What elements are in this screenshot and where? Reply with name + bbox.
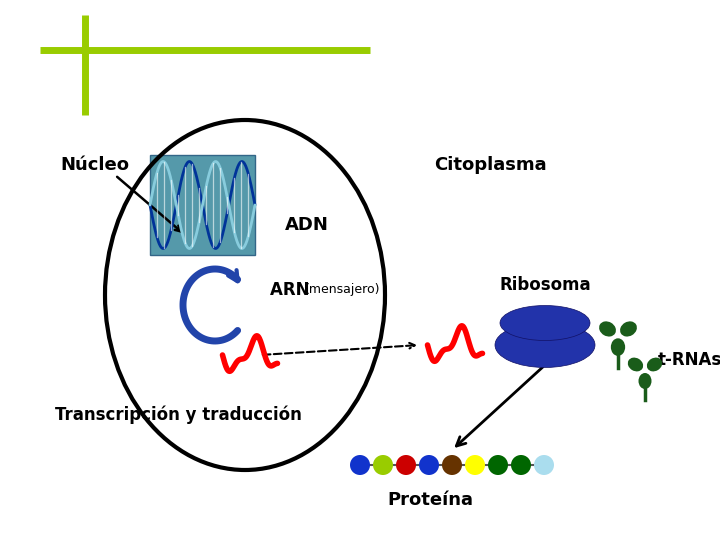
Ellipse shape xyxy=(500,306,590,341)
Ellipse shape xyxy=(620,321,637,336)
Text: ADN: ADN xyxy=(285,216,329,234)
Text: Citoplasma: Citoplasma xyxy=(433,156,546,174)
Ellipse shape xyxy=(639,373,652,389)
Circle shape xyxy=(396,455,416,475)
Ellipse shape xyxy=(628,357,643,372)
Circle shape xyxy=(350,455,370,475)
Circle shape xyxy=(419,455,439,475)
Text: t-RNAs: t-RNAs xyxy=(658,351,720,369)
Ellipse shape xyxy=(599,321,616,336)
Ellipse shape xyxy=(611,338,625,356)
Text: Transcripción y traducción: Transcripción y traducción xyxy=(55,406,302,424)
Ellipse shape xyxy=(647,357,662,372)
Circle shape xyxy=(534,455,554,475)
Bar xyxy=(150,155,255,255)
Circle shape xyxy=(442,455,462,475)
Circle shape xyxy=(511,455,531,475)
Circle shape xyxy=(465,455,485,475)
Circle shape xyxy=(488,455,508,475)
Circle shape xyxy=(373,455,393,475)
Text: Proteína: Proteína xyxy=(387,491,473,509)
Ellipse shape xyxy=(495,322,595,368)
Text: (mensajero): (mensajero) xyxy=(305,284,380,296)
Text: Ribosoma: Ribosoma xyxy=(499,276,591,294)
Text: Núcleo: Núcleo xyxy=(60,156,129,174)
Text: ARN: ARN xyxy=(270,281,315,299)
